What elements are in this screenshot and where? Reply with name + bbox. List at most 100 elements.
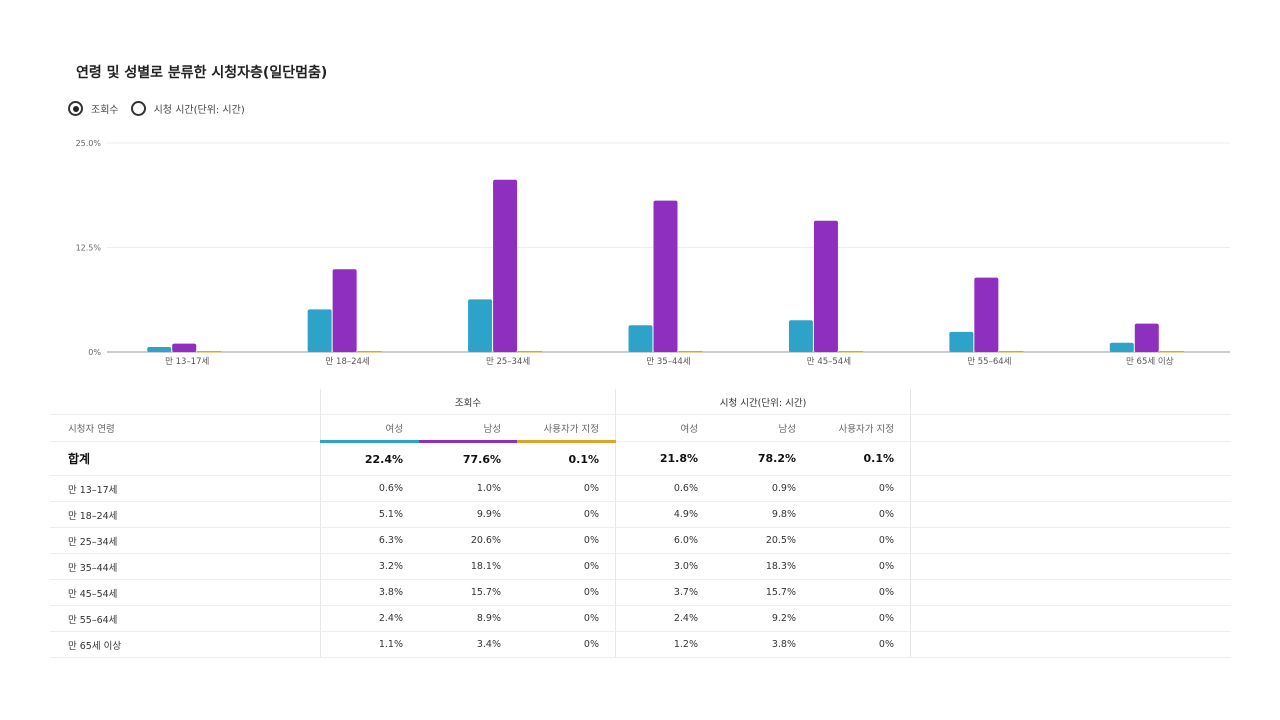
table-cell: 3.8% xyxy=(320,579,419,606)
group-header: 조회수 xyxy=(320,389,616,415)
table-cell: 20.5% xyxy=(714,527,812,554)
table-cell: 1.2% xyxy=(615,631,714,658)
table-cell: 4.9% xyxy=(615,501,714,528)
radio-label: 시청 시간(단위: 시간) xyxy=(153,105,245,116)
table-row: 만 55–64세 2.4% 8.9% 0% 2.4% 9.2% 0% xyxy=(50,605,1231,632)
x-tick-label: 만 65세 이상 xyxy=(1126,356,1174,367)
table-cell: 0% xyxy=(812,605,911,632)
table-cell: 77.6% xyxy=(419,441,517,476)
bar-custom xyxy=(357,351,382,353)
radio-label: 조회수 xyxy=(91,105,119,116)
table-cell: 9.2% xyxy=(714,605,812,632)
x-tick-label: 만 55–64세 xyxy=(967,357,1011,367)
table-cell: 0% xyxy=(517,605,616,632)
bar-female xyxy=(307,309,332,352)
x-tick-label: 만 25–34세 xyxy=(486,357,530,367)
table-row: 만 25–34세 6.3% 20.6% 0% 6.0% 20.5% 0% xyxy=(50,527,1231,554)
y-tick-label: 0% xyxy=(88,348,101,357)
table-cell: 0% xyxy=(517,553,616,580)
table-cell: 0% xyxy=(812,501,911,528)
row-label: 만 65세 이상 xyxy=(50,631,321,658)
table-cell: 18.1% xyxy=(419,553,517,580)
table-row: 만 65세 이상 1.1% 3.4% 0% 1.2% 3.8% 0% xyxy=(50,631,1231,658)
x-tick-label: 만 45–54세 xyxy=(807,357,851,367)
bar-female xyxy=(147,346,172,352)
metric-radio-group: 조회수 시청 시간(단위: 시간) xyxy=(68,101,257,116)
table-cell: 6.0% xyxy=(615,527,714,554)
bar-custom xyxy=(518,351,543,353)
col-header[interactable]: 여성 xyxy=(320,414,419,443)
table-cell: 3.8% xyxy=(714,631,812,658)
table-row: 만 35–44세 3.2% 18.1% 0% 3.0% 18.3% 0% xyxy=(50,553,1231,580)
table-row: 만 45–54세 3.8% 15.7% 0% 3.7% 15.7% 0% xyxy=(50,579,1231,606)
y-tick-label: 25.0% xyxy=(76,139,102,148)
bar-male xyxy=(332,269,357,352)
table-cell: 9.9% xyxy=(419,501,517,528)
col-header[interactable]: 남성 xyxy=(714,414,812,442)
bar-custom xyxy=(678,351,703,353)
col-header[interactable]: 사용자가 지정 xyxy=(517,414,616,443)
bar-chart: 0% 12.5% 25.0% 만 13–17세 만 18–24세 만 25–34세 만 35… xyxy=(76,139,1230,367)
bar-female xyxy=(628,325,653,352)
row-label: 만 55–64세 xyxy=(50,605,321,632)
bar-male xyxy=(1134,323,1159,352)
table-cell: 0% xyxy=(812,579,911,606)
table-cell: 0% xyxy=(517,631,616,658)
table-cell: 0% xyxy=(517,475,616,502)
col-header[interactable]: 사용자가 지정 xyxy=(812,414,911,442)
bar-custom xyxy=(197,351,222,353)
radio-views[interactable]: 조회수 xyxy=(68,101,119,116)
row-header: 시청자 연령 xyxy=(50,414,321,442)
bar-male xyxy=(813,220,838,352)
table-cell: 0% xyxy=(812,553,911,580)
col-header[interactable]: 남성 xyxy=(419,414,517,443)
table-cell: 18.3% xyxy=(714,553,812,580)
table-cell: 8.9% xyxy=(419,605,517,632)
table-cell: 2.4% xyxy=(615,605,714,632)
row-label: 만 45–54세 xyxy=(50,579,321,606)
table-cell: 1.0% xyxy=(419,475,517,502)
table-cell: 3.4% xyxy=(419,631,517,658)
bar-custom xyxy=(838,351,863,353)
table-cell: 0.1% xyxy=(517,441,616,476)
table-cell: 2.4% xyxy=(320,605,419,632)
table-cell: 0% xyxy=(812,527,911,554)
table-cell: 15.7% xyxy=(714,579,812,606)
group-header: 시청 시간(단위: 시간) xyxy=(615,389,911,415)
table-row: 합계 22.4% 77.6% 0.1% 21.8% 78.2% 0.1% xyxy=(50,441,1231,476)
row-label: 만 25–34세 xyxy=(50,527,321,554)
table-cell: 20.6% xyxy=(419,527,517,554)
table-cell: 6.3% xyxy=(320,527,419,554)
table-cell: 9.8% xyxy=(714,501,812,528)
bar-male xyxy=(493,179,518,352)
table-cell: 3.2% xyxy=(320,553,419,580)
col-header[interactable]: 여성 xyxy=(615,414,714,442)
table-cell: 0% xyxy=(517,579,616,606)
radio-unselected-icon xyxy=(130,101,146,116)
bar-female xyxy=(788,320,813,352)
table-cell: 3.7% xyxy=(615,579,714,606)
x-tick-label: 만 18–24세 xyxy=(326,357,370,367)
table-cell: 78.2% xyxy=(714,441,812,476)
radio-selected-icon xyxy=(68,101,83,116)
table-cell: 0.9% xyxy=(714,475,812,502)
bar-custom xyxy=(999,351,1024,353)
x-tick-label: 만 13–17세 xyxy=(165,357,209,367)
table-cell: 1.1% xyxy=(320,631,419,658)
table-cell: 0.6% xyxy=(615,475,714,502)
table-cell: 3.0% xyxy=(615,553,714,580)
table-cell: 0% xyxy=(812,631,911,658)
row-label: 합계 xyxy=(50,441,321,476)
table-cell: 0.6% xyxy=(320,475,419,502)
table-cell: 21.8% xyxy=(615,441,714,476)
table-cell: 5.1% xyxy=(320,501,419,528)
table-cell: 15.7% xyxy=(419,579,517,606)
table-row: 만 13–17세 0.6% 1.0% 0% 0.6% 0.9% 0% xyxy=(50,475,1231,502)
radio-watch-time[interactable]: 시청 시간(단위: 시간) xyxy=(130,101,245,116)
table-row: 만 18–24세 5.1% 9.9% 0% 4.9% 9.8% 0% xyxy=(50,501,1231,528)
bar-custom xyxy=(1159,351,1184,353)
bar-male xyxy=(172,343,197,352)
y-tick-label: 12.5% xyxy=(76,244,102,253)
table-cell: 0.1% xyxy=(812,441,911,476)
bar-male xyxy=(974,277,999,352)
